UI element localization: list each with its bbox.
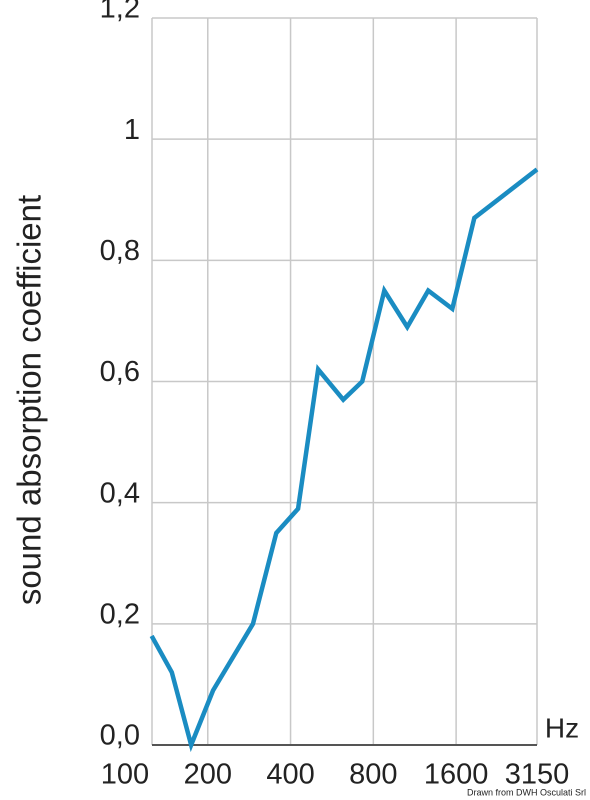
credit: Drawn from DWH Osculati Srl — [467, 787, 586, 797]
y-tick-label: 0,4 — [100, 477, 140, 509]
x-tick-label: 400 — [266, 759, 314, 791]
y-tick-label: 0,8 — [100, 235, 140, 267]
x-tick-label: 800 — [349, 759, 397, 791]
y-axis-label: sound absorption coefficient — [11, 195, 48, 605]
y-tick-label: 1 — [124, 114, 140, 146]
data-line — [149, 167, 539, 753]
y-tick-label: 0,0 — [100, 720, 140, 752]
x-tick-label: 100 — [101, 759, 149, 791]
y-tick-label: 0,6 — [100, 356, 140, 388]
x-tick-label: 200 — [184, 759, 232, 791]
y-tick-label: 1,2 — [100, 0, 140, 25]
x-tick-label: 3150 — [505, 759, 570, 791]
x-tick-label: 1600 — [424, 759, 489, 791]
y-tick-label: 0,2 — [100, 598, 140, 630]
x-unit: Hz — [545, 712, 579, 743]
